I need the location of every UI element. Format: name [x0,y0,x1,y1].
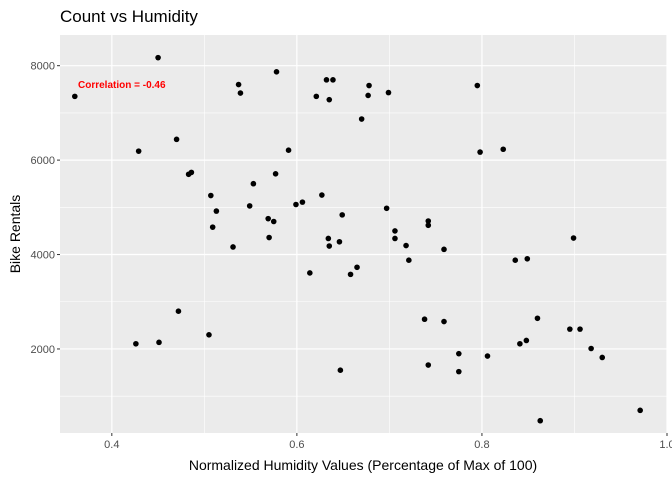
data-point [406,257,412,264]
y-tick-label: 4000 [31,250,55,262]
data-point [537,417,544,424]
data-point [325,235,332,242]
data-point [235,81,242,88]
data-point [441,246,447,253]
data-point [392,228,398,234]
data-point [293,201,299,208]
data-point [285,147,292,153]
data-point [72,93,78,100]
data-point [567,326,573,332]
data-point [421,316,428,323]
data-point [237,90,244,96]
data-point [173,136,180,143]
data-point [273,69,280,75]
data-point [299,199,306,205]
y-tick-label: 6000 [31,155,55,167]
x-tick-label: 0.4 [104,439,119,451]
data-point [188,169,195,176]
y-tick-label: 2000 [31,344,55,356]
data-point [392,235,398,242]
data-point [500,146,507,153]
data-point [175,308,182,314]
data-point [365,92,371,99]
data-point [270,218,277,225]
data-point [354,264,360,271]
data-point [385,89,392,96]
data-point [588,345,594,352]
data-point [265,215,271,222]
data-point [323,77,330,83]
data-point [336,238,343,245]
data-point [524,255,531,262]
data-point [456,368,462,375]
data-point [441,318,447,325]
data-point [637,407,643,414]
data-point [213,208,220,214]
data-point [319,192,325,198]
data-point [250,180,257,187]
data-point [155,54,161,61]
data-point [523,337,530,344]
data-point [337,367,344,374]
y-axis-title: Bike Rentals [7,195,23,274]
data-point [246,203,253,209]
x-tick-label: 0.8 [474,439,489,451]
plot-panel [60,35,667,433]
data-point [358,116,365,122]
correlation-annotation: Correlation = -0.46 [78,80,166,91]
data-point [326,96,333,103]
data-point [474,82,481,89]
data-point [403,242,409,249]
x-axis-title: Normalized Humidity Values (Percentage o… [189,457,537,473]
data-point [484,353,491,359]
data-point [135,148,142,154]
x-axis-ticks: 0.4 0.6 0.8 1.0 [104,433,672,451]
data-point [206,331,212,338]
data-point [425,362,432,368]
data-point [266,234,272,241]
data-point [425,222,432,229]
x-tick-label: 1.0 [659,439,672,451]
data-point [347,271,354,278]
data-point [366,82,372,89]
data-point [383,205,390,212]
data-point [209,224,216,230]
gridlines [60,35,668,433]
data-point [326,243,333,249]
data-point [156,339,162,346]
data-points [72,54,643,424]
data-point [307,270,313,276]
data-point [339,212,346,218]
data-point [477,149,483,155]
x-tick-label: 0.6 [289,439,304,451]
chart-title: Count vs Humidity [60,7,198,26]
data-point [599,354,606,361]
data-point [517,340,523,347]
data-point [512,257,519,264]
y-axis-ticks: 2000 4000 6000 8000 [31,61,60,356]
data-point [570,235,577,241]
data-point [330,77,336,83]
data-point [456,350,462,357]
data-point [313,93,320,100]
data-point [577,326,583,332]
data-point [272,171,279,177]
y-tick-label: 8000 [31,61,55,73]
data-point [230,244,236,250]
data-point [425,218,432,224]
data-point [208,192,214,199]
data-point [133,340,139,347]
data-point [534,315,541,322]
